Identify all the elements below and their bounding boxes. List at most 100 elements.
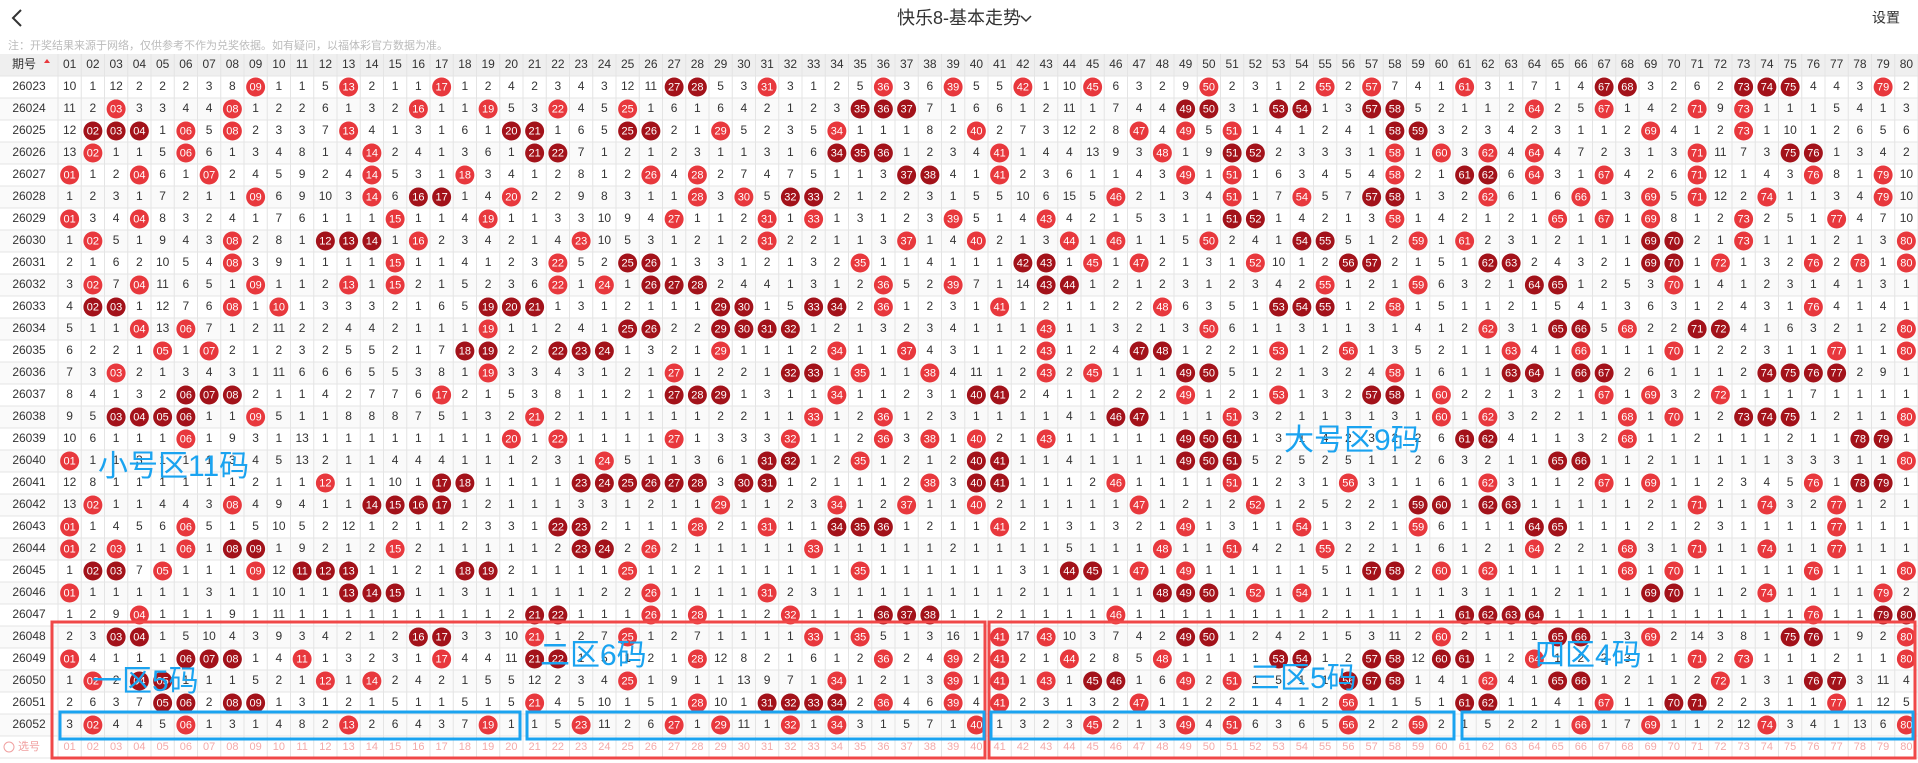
select-number[interactable]: 07	[203, 741, 215, 753]
select-number[interactable]: 28	[691, 741, 703, 753]
select-number[interactable]: 50	[1203, 741, 1215, 753]
select-number[interactable]: 38	[924, 741, 936, 753]
select-number[interactable]: 36	[877, 741, 889, 753]
select-number[interactable]: 33	[808, 741, 820, 753]
select-number[interactable]: 48	[1156, 741, 1168, 753]
select-number[interactable]: 30	[738, 741, 750, 753]
zone-label: 小号区11码	[98, 450, 249, 483]
select-number[interactable]: 59	[1412, 741, 1424, 753]
select-number[interactable]: 40	[970, 741, 982, 753]
miss-count: 3	[531, 255, 538, 269]
select-number[interactable]: 29	[715, 741, 727, 753]
select-number[interactable]: 35	[854, 741, 866, 753]
hit-number: 06	[180, 389, 192, 401]
select-number[interactable]: 78	[1854, 741, 1866, 753]
select-number[interactable]: 64	[1528, 741, 1540, 753]
hit-number: 61	[1459, 609, 1471, 621]
select-number[interactable]: 46	[1110, 741, 1122, 753]
select-number[interactable]: 61	[1459, 741, 1471, 753]
select-number[interactable]: 10	[273, 741, 285, 753]
select-number[interactable]: 20	[505, 741, 517, 753]
select-number[interactable]: 72	[1714, 741, 1726, 753]
miss-count: 1	[671, 607, 678, 621]
select-number[interactable]: 19	[482, 741, 494, 753]
select-number[interactable]: 57	[1366, 741, 1378, 753]
select-number[interactable]: 62	[1482, 741, 1494, 753]
select-number[interactable]: 53	[1273, 741, 1285, 753]
select-number[interactable]: 79	[1877, 741, 1889, 753]
select-number[interactable]: 02	[87, 741, 99, 753]
hit-ball	[687, 165, 707, 185]
select-number[interactable]: 06	[180, 741, 192, 753]
select-number[interactable]: 42	[1017, 741, 1029, 753]
select-number[interactable]: 77	[1831, 741, 1843, 753]
select-number[interactable]: 39	[947, 741, 959, 753]
issue: 26026	[12, 145, 46, 159]
select-number[interactable]: 03	[110, 741, 122, 753]
issue: 26036	[12, 365, 46, 379]
select-number[interactable]: 70	[1668, 741, 1680, 753]
select-number[interactable]: 05	[157, 741, 169, 753]
miss-count: 1	[1624, 387, 1631, 401]
select-number[interactable]: 74	[1761, 741, 1773, 753]
select-number[interactable]: 69	[1645, 741, 1657, 753]
back-button[interactable]	[11, 9, 22, 27]
select-number[interactable]: 18	[459, 741, 471, 753]
hit-number: 66	[1575, 191, 1587, 203]
select-number[interactable]: 13	[343, 741, 355, 753]
hit-ball	[1106, 473, 1126, 493]
select-number[interactable]: 09	[250, 741, 262, 753]
select-number[interactable]: 66	[1575, 741, 1587, 753]
select-number[interactable]: 37	[901, 741, 913, 753]
select-number[interactable]: 25	[622, 741, 634, 753]
select-number[interactable]: 43	[1040, 741, 1052, 753]
miss-count: 2	[322, 277, 329, 291]
select-number[interactable]: 23	[575, 741, 587, 753]
select-number[interactable]: 71	[1691, 741, 1703, 753]
select-number[interactable]: 68	[1621, 741, 1633, 753]
settings-button[interactable]: 设置	[1872, 10, 1900, 26]
select-number[interactable]: 21	[529, 741, 541, 753]
select-number[interactable]: 32	[784, 741, 796, 753]
select-number[interactable]: 34	[831, 741, 843, 753]
select-number[interactable]: 17	[436, 741, 448, 753]
select-number[interactable]: 12	[319, 741, 331, 753]
select-number[interactable]: 55	[1319, 741, 1331, 753]
select-number[interactable]: 76	[1807, 741, 1819, 753]
select-number[interactable]: 11	[296, 741, 307, 753]
select-number[interactable]: 54	[1296, 741, 1308, 753]
select-number[interactable]: 52	[1249, 741, 1261, 753]
select-number[interactable]: 22	[552, 741, 564, 753]
hit-ball	[1455, 605, 1475, 625]
select-number[interactable]: 80	[1900, 741, 1912, 753]
select-number[interactable]: 44	[1063, 741, 1075, 753]
select-number[interactable]: 58	[1389, 741, 1401, 753]
select-number[interactable]: 08	[226, 741, 238, 753]
select-number[interactable]: 75	[1784, 741, 1796, 753]
select-number[interactable]: 27	[668, 741, 680, 753]
select-number[interactable]: 41	[994, 741, 1006, 753]
select-number[interactable]: 56	[1342, 741, 1354, 753]
select-number[interactable]: 24	[598, 741, 610, 753]
select-number[interactable]: 16	[412, 741, 424, 753]
select-number[interactable]: 14	[366, 741, 378, 753]
title-dropdown[interactable]	[1020, 15, 1032, 23]
select-number[interactable]: 04	[133, 741, 145, 753]
select-number[interactable]: 45	[1087, 741, 1099, 753]
hit-ball	[897, 99, 917, 119]
column-header: 24	[598, 57, 612, 71]
miss-count: 1	[996, 585, 1003, 599]
select-number[interactable]: 31	[761, 741, 773, 753]
select-number[interactable]: 26	[645, 741, 657, 753]
select-number[interactable]: 47	[1133, 741, 1145, 753]
select-number[interactable]: 01	[64, 741, 76, 753]
select-number[interactable]: 73	[1738, 741, 1750, 753]
select-number[interactable]: 67	[1598, 741, 1610, 753]
select-number[interactable]: 51	[1226, 741, 1238, 753]
select-number[interactable]: 63	[1505, 741, 1517, 753]
select-number[interactable]: 15	[389, 741, 401, 753]
select-number[interactable]: 65	[1552, 741, 1564, 753]
select-number[interactable]: 60	[1435, 741, 1447, 753]
select-number[interactable]: 49	[1180, 741, 1192, 753]
miss-count: 1	[996, 321, 1003, 335]
